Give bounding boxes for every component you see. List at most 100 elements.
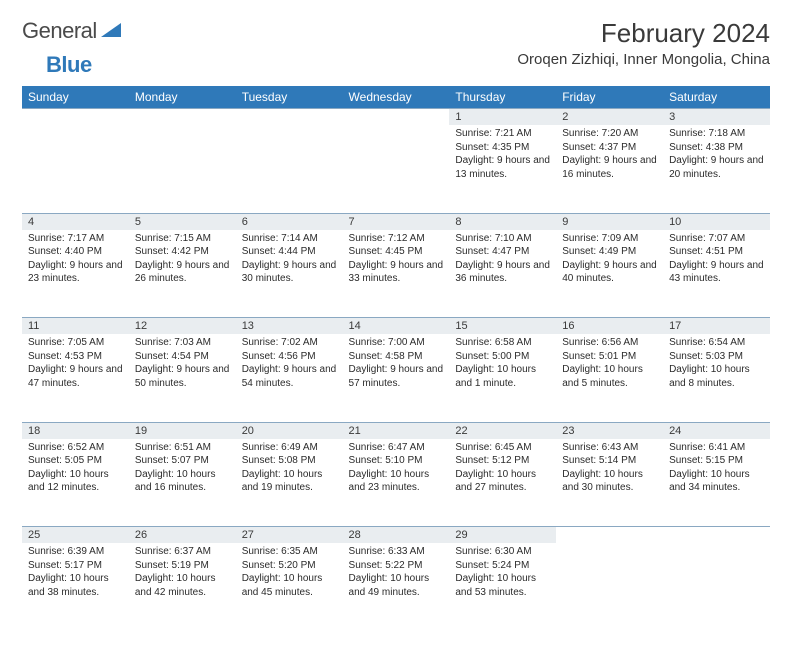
col-thursday: Thursday xyxy=(449,86,556,109)
sunrise: Sunrise: 6:52 AM xyxy=(28,441,123,455)
day-number-cell: 10 xyxy=(663,213,770,230)
sunset: Sunset: 5:15 PM xyxy=(669,454,764,468)
daylight: Daylight: 9 hours and 54 minutes. xyxy=(242,363,337,390)
week-number-row: 45678910 xyxy=(22,213,770,230)
day-details: Sunrise: 7:03 AMSunset: 4:54 PMDaylight:… xyxy=(129,334,236,396)
day-number: 29 xyxy=(449,527,556,543)
sunset: Sunset: 4:49 PM xyxy=(562,245,657,259)
day-number xyxy=(129,109,236,125)
col-sunday: Sunday xyxy=(22,86,129,109)
week-number-row: 18192021222324 xyxy=(22,422,770,439)
day-number: 17 xyxy=(663,318,770,334)
day-number: 18 xyxy=(22,423,129,439)
sunrise: Sunrise: 6:58 AM xyxy=(455,336,550,350)
day-details xyxy=(343,125,450,133)
day-number: 23 xyxy=(556,423,663,439)
sunset: Sunset: 5:07 PM xyxy=(135,454,230,468)
day-cell: Sunrise: 7:15 AMSunset: 4:42 PMDaylight:… xyxy=(129,230,236,318)
sunrise: Sunrise: 6:39 AM xyxy=(28,545,123,559)
day-number-cell: 22 xyxy=(449,422,556,439)
sunrise: Sunrise: 6:41 AM xyxy=(669,441,764,455)
sunrise: Sunrise: 6:47 AM xyxy=(349,441,444,455)
daylight: Daylight: 10 hours and 27 minutes. xyxy=(455,468,550,495)
sunrise: Sunrise: 6:35 AM xyxy=(242,545,337,559)
col-tuesday: Tuesday xyxy=(236,86,343,109)
day-number-cell: 9 xyxy=(556,213,663,230)
day-details: Sunrise: 6:35 AMSunset: 5:20 PMDaylight:… xyxy=(236,543,343,605)
daylight: Daylight: 10 hours and 38 minutes. xyxy=(28,572,123,599)
sunrise: Sunrise: 7:00 AM xyxy=(349,336,444,350)
sunrise: Sunrise: 7:10 AM xyxy=(455,232,550,246)
day-number-cell: 24 xyxy=(663,422,770,439)
sunset: Sunset: 5:14 PM xyxy=(562,454,657,468)
sunset: Sunset: 4:56 PM xyxy=(242,350,337,364)
day-number: 4 xyxy=(22,214,129,230)
day-number: 24 xyxy=(663,423,770,439)
day-number-cell: 16 xyxy=(556,318,663,335)
week-content-row: Sunrise: 7:17 AMSunset: 4:40 PM Daylight:… xyxy=(22,230,770,318)
sunset: Sunset: 4:40 PM xyxy=(28,245,123,259)
daylight: Daylight: 10 hours and 45 minutes. xyxy=(242,572,337,599)
day-number-cell xyxy=(343,109,450,126)
day-details: Sunrise: 7:21 AMSunset: 4:35 PMDaylight:… xyxy=(449,125,556,187)
logo-word1: General xyxy=(22,18,97,44)
daylight: Daylight: 9 hours and 20 minutes. xyxy=(669,154,764,181)
col-monday: Monday xyxy=(129,86,236,109)
sunset: Sunset: 5:03 PM xyxy=(669,350,764,364)
sunset: Sunset: 4:45 PM xyxy=(349,245,444,259)
day-number-cell: 3 xyxy=(663,109,770,126)
daylight: Daylight: 10 hours and 19 minutes. xyxy=(242,468,337,495)
sunrise: Sunrise: 6:30 AM xyxy=(455,545,550,559)
col-saturday: Saturday xyxy=(663,86,770,109)
day-cell xyxy=(343,125,450,213)
day-cell: Sunrise: 6:37 AMSunset: 5:19 PMDaylight:… xyxy=(129,543,236,631)
day-cell: Sunrise: 6:54 AMSunset: 5:03 PMDaylight:… xyxy=(663,334,770,422)
sunrise: Sunrise: 7:17 AM xyxy=(28,232,123,246)
day-number: 12 xyxy=(129,318,236,334)
calendar-page: General February 2024 Oroqen Zizhiqi, In… xyxy=(0,0,792,649)
day-details: Sunrise: 6:54 AMSunset: 5:03 PMDaylight:… xyxy=(663,334,770,396)
day-cell: Sunrise: 6:56 AMSunset: 5:01 PMDaylight:… xyxy=(556,334,663,422)
weekday-header-row: Sunday Monday Tuesday Wednesday Thursday… xyxy=(22,86,770,109)
sunset: Sunset: 4:51 PM xyxy=(669,245,764,259)
day-cell: Sunrise: 6:30 AMSunset: 5:24 PMDaylight:… xyxy=(449,543,556,631)
day-number: 20 xyxy=(236,423,343,439)
day-number: 16 xyxy=(556,318,663,334)
day-number-cell xyxy=(22,109,129,126)
day-number-cell: 25 xyxy=(22,527,129,544)
day-details xyxy=(663,543,770,551)
day-number-cell: 8 xyxy=(449,213,556,230)
day-number-cell: 19 xyxy=(129,422,236,439)
daylight: Daylight: 9 hours and 47 minutes. xyxy=(28,363,123,390)
sunset: Sunset: 4:37 PM xyxy=(562,141,657,155)
day-number-cell: 20 xyxy=(236,422,343,439)
daylight: Daylight: 10 hours and 5 minutes. xyxy=(562,363,657,390)
sunset: Sunset: 5:17 PM xyxy=(28,559,123,573)
daylight: Daylight: 9 hours and 50 minutes. xyxy=(135,363,230,390)
day-cell: Sunrise: 7:14 AMSunset: 4:44 PMDaylight:… xyxy=(236,230,343,318)
daylight: Daylight: 9 hours and 30 minutes. xyxy=(242,259,337,286)
sunrise: Sunrise: 7:18 AM xyxy=(669,127,764,141)
day-cell: Sunrise: 6:39 AMSunset: 5:17 PMDaylight:… xyxy=(22,543,129,631)
day-cell: Sunrise: 6:51 AMSunset: 5:07 PMDaylight:… xyxy=(129,439,236,527)
day-number-cell xyxy=(236,109,343,126)
sunset: Sunset: 5:24 PM xyxy=(455,559,550,573)
day-number-cell: 17 xyxy=(663,318,770,335)
day-number: 3 xyxy=(663,109,770,125)
sunrise: Sunrise: 7:05 AM xyxy=(28,336,123,350)
day-cell: Sunrise: 7:02 AMSunset: 4:56 PMDaylight:… xyxy=(236,334,343,422)
day-number xyxy=(343,109,450,125)
day-number: 22 xyxy=(449,423,556,439)
day-cell: Sunrise: 7:00 AMSunset: 4:58 PMDaylight:… xyxy=(343,334,450,422)
day-number: 14 xyxy=(343,318,450,334)
sunset: Sunset: 5:19 PM xyxy=(135,559,230,573)
day-number-cell: 12 xyxy=(129,318,236,335)
sunrise: Sunrise: 6:37 AM xyxy=(135,545,230,559)
day-details xyxy=(556,543,663,551)
day-number-cell: 6 xyxy=(236,213,343,230)
day-cell xyxy=(556,543,663,631)
day-cell: Sunrise: 7:18 AMSunset: 4:38 PMDaylight:… xyxy=(663,125,770,213)
day-number-cell: 1 xyxy=(449,109,556,126)
day-cell: Sunrise: 7:05 AMSunset: 4:53 PMDaylight:… xyxy=(22,334,129,422)
day-number: 19 xyxy=(129,423,236,439)
